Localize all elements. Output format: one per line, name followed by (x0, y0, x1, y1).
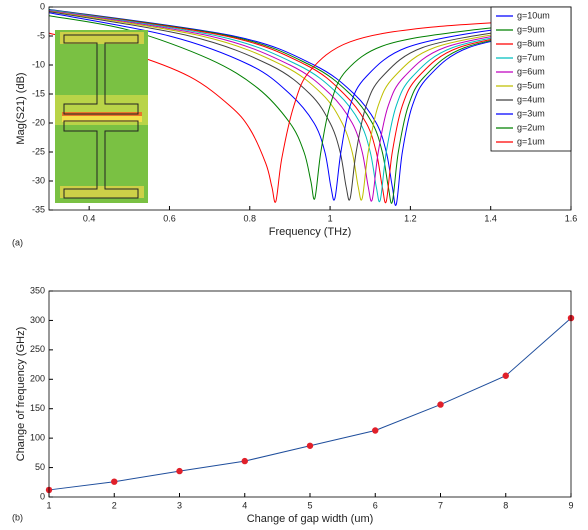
plot-area (49, 291, 571, 497)
x-tick-label: 1.4 (484, 213, 497, 223)
x-tick-label: 1.6 (565, 213, 578, 223)
figure: 0.4 0.6 0.8 1 1.2 1.4 1.6 -35 -30 -25 -20 -15 -10 -5 0… (0, 0, 588, 530)
point (372, 427, 378, 433)
x-axis-label: Change of gap width (um) (247, 513, 374, 525)
y-tick-label: -30 (32, 175, 45, 185)
x-tick-label: 1.2 (404, 213, 417, 223)
legend-label: g=7um (517, 52, 545, 62)
y-tick-label: 0 (40, 1, 45, 11)
panel-label: (b) (12, 512, 23, 522)
y-tick-label: -25 (32, 146, 45, 156)
point (176, 468, 182, 474)
legend-label: g=1um (517, 136, 545, 146)
legend-label: g=9um (517, 24, 545, 34)
y-tick-label: 0 (40, 491, 45, 501)
point (111, 478, 117, 484)
x-tick-label: 8 (503, 500, 508, 510)
y-tick-label: -5 (37, 30, 45, 40)
y-tick-label: 100 (30, 433, 45, 443)
x-axis-label: Frequency (THz) (269, 226, 352, 238)
x-tick-label: 6 (373, 500, 378, 510)
y-axis-label: Mag(S21) (dB) (15, 72, 27, 144)
x-tick-label: 1 (46, 500, 51, 510)
x-tick-label: 5 (307, 500, 312, 510)
y-tick-label: 350 (30, 285, 45, 295)
y-tick-label: 300 (30, 315, 45, 325)
x-tick-label: 0.4 (83, 213, 96, 223)
y-tick-label: -15 (32, 88, 45, 98)
x-tick-label: 1 (328, 213, 333, 223)
x-tick-label: 0.6 (163, 213, 176, 223)
x-tick-label: 3 (177, 500, 182, 510)
x-tick-label: 2 (112, 500, 117, 510)
legend-label: g=4um (517, 94, 545, 104)
y-tick-label: 250 (30, 344, 45, 354)
field-inset (55, 30, 148, 203)
legend-label: g=2um (517, 122, 545, 132)
legend-label: g=8um (517, 38, 545, 48)
x-tick-label: 7 (438, 500, 443, 510)
legend-label: g=10um (517, 10, 550, 20)
y-tick-label: 200 (30, 374, 45, 384)
inset-glow (60, 32, 144, 44)
legend-label: g=3um (517, 108, 545, 118)
panel-label: (a) (12, 237, 23, 247)
y-tick-label: -10 (32, 59, 45, 69)
y-tick-label: 150 (30, 403, 45, 413)
x-tick-label: 4 (242, 500, 247, 510)
point (437, 401, 443, 407)
point (503, 373, 509, 379)
x-tick-label: 0.8 (244, 213, 257, 223)
y-tick-label: -35 (32, 204, 45, 214)
inset-glow (60, 186, 144, 198)
legend-label: g=6um (517, 66, 545, 76)
point (307, 443, 313, 449)
x-tick-label: 9 (568, 500, 573, 510)
y-axis-label: Change of frequency (GHz) (15, 327, 27, 462)
point (242, 458, 248, 464)
y-tick-label: 50 (35, 462, 45, 472)
y-tick-label: -20 (32, 117, 45, 127)
legend-label: g=5um (517, 80, 545, 90)
